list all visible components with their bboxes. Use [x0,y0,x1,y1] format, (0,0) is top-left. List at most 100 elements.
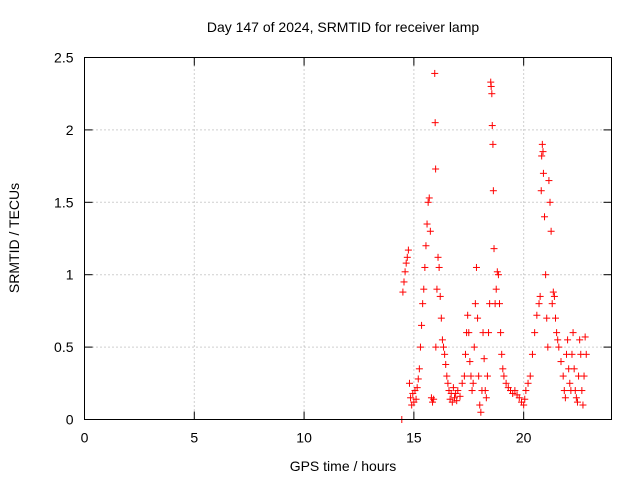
data-point [415,365,423,373]
data-point [443,372,451,380]
data-point [488,90,496,98]
data-point [477,408,485,416]
data-point [500,372,508,380]
data-point [552,314,560,322]
data-point [538,140,546,148]
data-point [483,372,491,380]
data-point [572,394,580,402]
data-point [502,379,510,387]
data-point [560,387,568,395]
data-point [494,271,502,279]
data-point [441,350,449,358]
data-point [419,300,427,308]
data-point [528,350,536,358]
x-tick-label: 20 [516,430,532,446]
data-point [582,350,590,358]
data-point [475,372,483,380]
data-point [461,350,469,358]
data-point [489,140,497,148]
data-point [480,355,488,363]
data-point [456,392,464,400]
data-point [499,365,507,373]
data-point [489,187,497,195]
grid-layer [84,57,612,420]
data-point [559,372,567,380]
data-point [465,329,473,337]
data-point [522,387,530,395]
data-point [538,152,546,160]
data-point [404,246,412,254]
data-point [541,213,549,221]
data-point [550,292,558,300]
plot-frame [84,57,612,420]
data-point [580,372,588,380]
data-point [448,398,456,406]
data-point [521,395,529,403]
data-point [520,401,528,409]
data-point [464,311,472,319]
data-point [399,288,407,296]
y-tick-label: 0 [66,412,74,428]
data-point [570,365,578,373]
data-point [458,379,466,387]
data-point [498,350,506,358]
chart-title: Day 147 of 2024, SRMTID for receiver lam… [207,19,480,35]
data-points [398,69,590,423]
data-point [481,387,489,395]
data-point [546,198,554,206]
data-point [578,387,586,395]
data-point [536,292,544,300]
data-point [413,384,421,392]
data-point [403,253,411,261]
data-point [573,398,581,406]
data-point [515,394,523,402]
x-axis-title: GPS time / hours [290,458,397,474]
data-point [493,268,501,276]
y-tick-label: 1 [66,267,74,283]
data-point [449,384,457,392]
data-point [405,379,413,387]
data-point [426,227,434,235]
data-point [547,227,555,235]
data-point [524,379,532,387]
data-point [533,311,541,319]
y-tick-label: 2.5 [54,50,74,66]
data-point [431,119,439,127]
data-point [566,379,574,387]
data-point [400,278,408,286]
data-point [476,401,484,409]
data-point [542,271,550,279]
data-point [474,314,482,322]
x-tick-label: 15 [406,430,422,446]
data-point [564,336,572,344]
data-point [576,336,584,344]
data-point [549,288,557,296]
data-point [435,263,443,271]
data-point [526,372,534,380]
data-point [424,198,432,206]
data-point [496,300,504,308]
data-point [431,69,439,77]
data-point [472,263,480,271]
data-point [434,253,442,261]
data-point [433,285,441,293]
data-point [467,372,475,380]
data-point [422,242,430,250]
data-point [412,395,420,403]
x-tick-label: 0 [81,430,89,446]
data-point [432,343,440,351]
axis-ticks: 0 5 10 15 20 0 0.5 1 1.5 2 2.5 [54,50,612,446]
data-point [471,300,479,308]
data-point [436,292,444,300]
data-point [416,343,424,351]
data-point [492,285,500,293]
data-point [568,350,576,358]
data-point [537,187,545,195]
data-point [468,387,476,395]
data-point [482,394,490,402]
data-point [553,329,561,337]
data-point [437,314,445,322]
data-point [407,394,415,402]
data-point [497,329,505,337]
